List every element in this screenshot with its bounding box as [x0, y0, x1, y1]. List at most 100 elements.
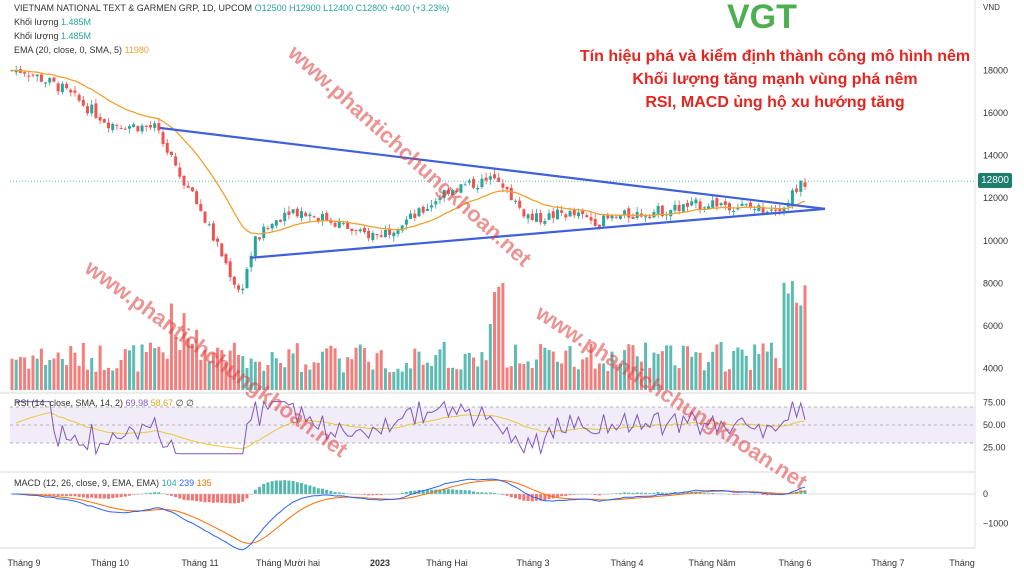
volume-bar	[438, 349, 442, 390]
volume-bar	[174, 337, 178, 390]
macd-hist-bar	[48, 494, 52, 496]
candle-body	[14, 70, 18, 73]
candle-body	[337, 221, 341, 228]
candle-body	[31, 74, 35, 76]
candle-body	[644, 216, 648, 218]
macd-signal-value: 135	[196, 478, 212, 488]
volume-bar	[534, 359, 538, 390]
candle-body	[102, 119, 106, 123]
volume-bar	[618, 364, 622, 390]
volume-bar	[295, 343, 299, 390]
time-tick-label: Tháng 6	[778, 558, 811, 568]
volume-bar	[589, 343, 593, 390]
wedge-upper-line	[159, 126, 826, 210]
volume-bar	[400, 371, 404, 390]
volume-bar	[325, 348, 329, 390]
volume-bar	[513, 344, 517, 390]
macd-hist-bar	[648, 493, 652, 494]
macd-hist-bar	[702, 492, 706, 494]
candle-body	[333, 222, 337, 227]
volume-bar	[220, 350, 224, 390]
candle-body	[262, 226, 266, 239]
macd-hist-bar	[65, 494, 69, 496]
candle-body	[555, 209, 559, 220]
macd-hist-bar	[539, 494, 543, 501]
candle-body	[732, 211, 736, 213]
macd-hist-bar	[157, 492, 161, 494]
volume-bar	[593, 368, 597, 390]
candle-body	[438, 198, 442, 200]
rsi-extra: ∅ ∅	[175, 398, 194, 408]
candle-body	[564, 214, 568, 218]
macd-hist-bar	[555, 494, 559, 497]
macd-hist-bar	[132, 494, 136, 495]
macd-hist-bar	[644, 492, 648, 494]
candle-body	[127, 126, 131, 129]
volume-bar	[753, 344, 757, 390]
volume-bar	[102, 369, 106, 390]
macd-hist-bar	[753, 494, 757, 495]
candle-body	[551, 211, 555, 219]
candle-body	[132, 124, 136, 128]
volume-bar	[686, 346, 690, 390]
volume-bar	[362, 348, 366, 390]
candle-body	[182, 175, 186, 186]
candle-body	[320, 213, 324, 222]
macd-line	[12, 478, 806, 551]
candle-body	[211, 223, 215, 241]
volume-bar	[723, 371, 727, 390]
volume-bar	[337, 358, 341, 390]
macd-hist-bar	[698, 492, 702, 494]
macd-hist-bar	[90, 494, 94, 498]
macd-hist-bar	[44, 494, 48, 496]
candle-body	[673, 204, 677, 211]
candle-body	[375, 233, 379, 235]
macd-hist-bar	[618, 492, 622, 494]
candle-body	[388, 228, 392, 235]
volume-bar	[665, 345, 669, 390]
volume-bar	[459, 369, 463, 390]
volume-bar	[648, 367, 652, 390]
macd-hist-bar	[304, 484, 308, 494]
candle-body	[627, 208, 631, 218]
candle-body	[148, 125, 152, 128]
volume-bar	[178, 349, 182, 390]
symbol-line: VIETNAM NATIONAL TEXT & GARMEN GRP, 1D, …	[14, 3, 253, 13]
candle-body	[543, 221, 547, 224]
volume-label: Khối lượng	[14, 31, 59, 41]
volume-bar	[157, 346, 161, 390]
macd-hist-bar	[518, 494, 522, 500]
macd-hist-bar	[472, 491, 476, 494]
macd-tick-label: −1000	[983, 519, 1008, 529]
candle-body	[107, 122, 111, 129]
time-tick-label: 2023	[370, 558, 390, 568]
macd-hist-bar	[320, 488, 324, 494]
candle-body	[421, 206, 425, 213]
candle-body	[669, 210, 673, 217]
volume-bar	[425, 362, 429, 390]
macd-hist-bar	[614, 493, 618, 494]
ema-value: 11980	[124, 45, 149, 55]
candle-body	[618, 215, 622, 219]
macd-legend: MACD (12, 26, close, 9, EMA, EMA) 104 23…	[14, 478, 212, 488]
volume-bar	[769, 342, 773, 390]
macd-hist-bar	[253, 489, 257, 494]
candle-body	[631, 216, 635, 219]
volume-bar	[736, 347, 740, 390]
volume-bar	[258, 361, 262, 390]
volume-bar	[358, 344, 362, 390]
macd-hist-bar	[488, 492, 492, 494]
volume-bar	[107, 367, 111, 390]
volume-bar	[86, 369, 90, 390]
candle-body	[740, 203, 744, 206]
candle-body	[44, 82, 48, 84]
candle-body	[568, 211, 572, 217]
volume-bar	[18, 357, 22, 390]
candle-body	[312, 216, 316, 218]
candle-body	[207, 224, 211, 226]
candle-body	[123, 128, 127, 130]
candle-body	[237, 285, 241, 290]
volume-bar	[52, 358, 56, 390]
volume-bar	[706, 361, 710, 390]
